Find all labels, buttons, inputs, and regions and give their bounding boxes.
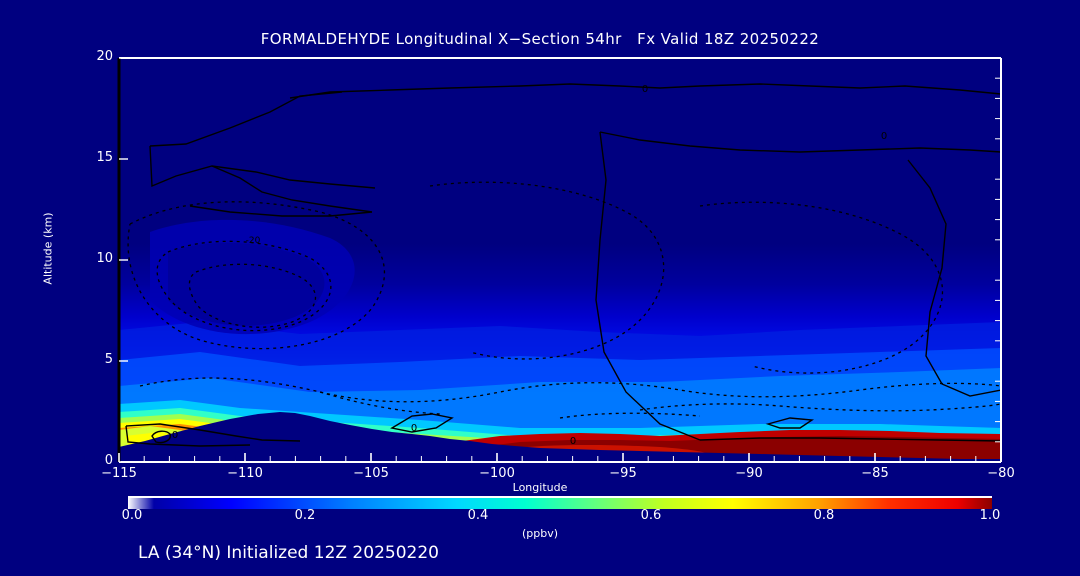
shading-pocket-left-inner: [168, 242, 325, 326]
x-tick-label: −110: [227, 466, 263, 481]
contour-label-zero-4: 0: [570, 436, 576, 447]
x-minor-ticks: [143, 456, 977, 462]
y-major-ticks: [119, 57, 128, 463]
contour-labels: 0 0 0 0 0 -20: [172, 84, 887, 447]
y-tick-label: 0: [104, 453, 113, 468]
x-tick-label: −105: [353, 466, 389, 481]
y-tick-label: 10: [96, 251, 113, 266]
colorbar-tick-label: 0.8: [813, 508, 835, 523]
y-tick-label: 20: [96, 49, 113, 64]
y-tick-label: 5: [104, 352, 113, 367]
y-minor-ticks: [995, 77, 1001, 443]
terrain-silhouette: [119, 412, 1001, 462]
contour-lines-dashed: [127, 181, 1001, 419]
colorbar-unit-label: (ppbv): [521, 527, 559, 540]
x-tick-label: −85: [861, 466, 889, 481]
contour-label-zero-3: 0: [411, 423, 417, 434]
y-tick-label: 15: [96, 150, 113, 165]
colorbar-tick-label: 0.6: [640, 508, 662, 523]
colorbar: [128, 498, 992, 509]
x-tick-label: −100: [479, 466, 515, 481]
x-tick-label: −90: [735, 466, 763, 481]
colorbar-tick-label: 0.4: [467, 508, 489, 523]
x-tick-label: −95: [609, 466, 637, 481]
x-tick-label: −115: [101, 466, 137, 481]
contour-label-zero-5: 0: [881, 131, 887, 142]
contour-lines-solid: [125, 83, 1001, 447]
x-major-ticks: [118, 453, 1002, 462]
colorbar-tick-label: 0.0: [121, 508, 143, 523]
figure-caption: LA (34°N) Initialized 12Z 20250220: [138, 543, 439, 563]
contour-label-minus20: -20: [246, 236, 261, 246]
x-tick-label: −80: [987, 466, 1015, 481]
x-axis-label: Longitude: [512, 481, 568, 494]
page-title: FORMALDEHYDE Longitudinal X−Section 54hr…: [260, 30, 820, 48]
y-axis-label: Altitude (km): [41, 212, 55, 285]
plot-area: 0 0 0 0 0 -20: [119, 58, 1001, 462]
contour-label-zero-1: 0: [642, 84, 648, 95]
colorbar-tick-label: 1.0: [979, 508, 1001, 523]
colorbar-tick-label: 0.2: [294, 508, 316, 523]
contour-label-zero-2: 0: [172, 430, 178, 441]
